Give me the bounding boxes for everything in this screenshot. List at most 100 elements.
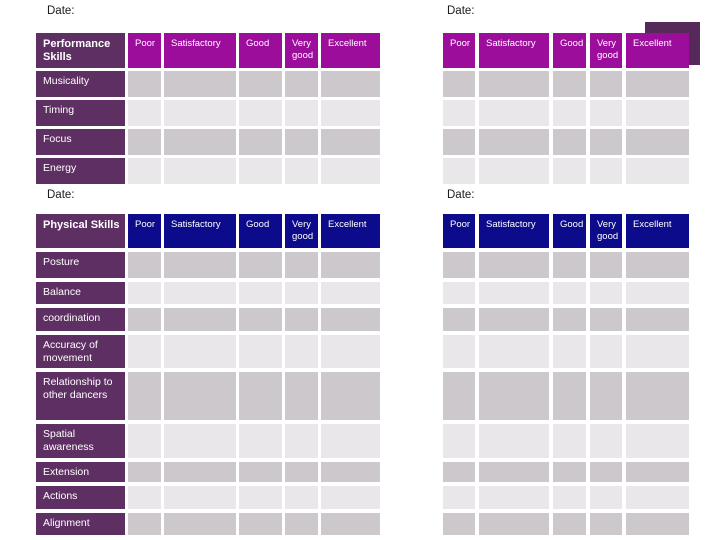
table-row [443, 282, 689, 304]
skill-label-cell: Balance [36, 282, 125, 304]
rating-header-cell: Satisfactory [479, 214, 549, 248]
grid-cell [590, 308, 622, 331]
table-row: Focus [36, 129, 380, 155]
grid-cell [321, 158, 380, 184]
grid-cell [479, 158, 549, 184]
grid-cell [443, 513, 475, 535]
table-title-cell: Physical Skills [36, 214, 125, 248]
grid-cell [239, 486, 282, 509]
date-label-bottom-left: Date: [47, 189, 75, 201]
table-row: Energy [36, 158, 380, 184]
grid-cell [321, 462, 380, 482]
grid-cell [590, 424, 622, 458]
table-row: Actions [36, 486, 380, 509]
grid-cell [164, 282, 236, 304]
grid-cell [128, 372, 161, 420]
grid-cell [590, 252, 622, 278]
rating-header-cell: Very good [285, 214, 318, 248]
skill-label-cell: Posture [36, 252, 125, 278]
grid-cell [285, 252, 318, 278]
grid-cell [285, 513, 318, 535]
grid-cell [626, 158, 689, 184]
grid-cell [321, 486, 380, 509]
grid-cell [321, 513, 380, 535]
grid-cell [285, 129, 318, 155]
rating-header-cell: Satisfactory [479, 33, 549, 68]
table-row [443, 424, 689, 458]
grid-cell [285, 486, 318, 509]
rating-header-cell: Excellent [626, 33, 689, 68]
grid-cell [239, 462, 282, 482]
grid-cell [553, 486, 586, 509]
rating-header-cell: Poor [128, 214, 161, 248]
skill-label-cell: Extension [36, 462, 125, 482]
grid-cell [590, 486, 622, 509]
skill-label-cell: Relationship to other dancers [36, 372, 125, 420]
grid-cell [239, 158, 282, 184]
table-row [443, 100, 689, 126]
table-row: Relationship to other dancers [36, 372, 380, 420]
table-row [443, 71, 689, 97]
rating-header-cell: Good [239, 33, 282, 68]
grid-cell [626, 462, 689, 482]
grid-cell [164, 129, 236, 155]
grid-cell [239, 129, 282, 155]
grid-cell [164, 335, 236, 368]
grid-cell [239, 372, 282, 420]
grid-cell [553, 513, 586, 535]
skill-label-cell: Musicality [36, 71, 125, 97]
table-row: Timing [36, 100, 380, 126]
skill-label-cell: Actions [36, 486, 125, 509]
rating-header-cell: Poor [443, 214, 475, 248]
grid-cell [553, 308, 586, 331]
grid-cell [164, 486, 236, 509]
grid-cell [128, 100, 161, 126]
grid-cell [164, 71, 236, 97]
grid-cell [321, 129, 380, 155]
grid-cell [128, 129, 161, 155]
grid-cell [590, 100, 622, 126]
grid-cell [443, 282, 475, 304]
grid-cell [285, 372, 318, 420]
grid-cell [285, 282, 318, 304]
grid-cell [443, 424, 475, 458]
skill-label-cell: Focus [36, 129, 125, 155]
grid-cell [239, 100, 282, 126]
grid-cell [164, 462, 236, 482]
grid-cell [553, 71, 586, 97]
grid-cell [321, 424, 380, 458]
grid-cell [443, 252, 475, 278]
grid-cell [553, 424, 586, 458]
grid-cell [239, 71, 282, 97]
grid-cell [479, 372, 549, 420]
grid-cell [479, 424, 549, 458]
table-row: Balance [36, 282, 380, 304]
grid-cell [285, 100, 318, 126]
table-row: Alignment [36, 513, 380, 535]
grid-cell [321, 71, 380, 97]
grid-cell [285, 424, 318, 458]
header-row: Physical Skills Poor Satisfactory Good Very … [36, 214, 380, 248]
rating-header-cell: Excellent [321, 214, 380, 248]
grid-cell [626, 308, 689, 331]
grid-cell [321, 372, 380, 420]
grid-cell [285, 158, 318, 184]
table-row: Extension [36, 462, 380, 482]
grid-cell [479, 486, 549, 509]
performance-skills-table: Performance Skills Poor Satisfactory Good Ve… [33, 30, 383, 187]
header-row: Performance Skills Poor Satisfactory Good Ve… [36, 33, 380, 68]
grid-cell [479, 308, 549, 331]
physical-skills-grid: Poor Satisfactory Good Very good Excellent [439, 210, 693, 539]
grid-cell [164, 100, 236, 126]
table-row [443, 486, 689, 509]
grid-cell [321, 308, 380, 331]
grid-cell [553, 158, 586, 184]
grid-cell [479, 462, 549, 482]
grid-cell [479, 100, 549, 126]
rating-header-cell: Good [553, 33, 586, 68]
grid-cell [479, 129, 549, 155]
grid-cell [285, 308, 318, 331]
grid-cell [321, 335, 380, 368]
table-row [443, 308, 689, 331]
grid-cell [239, 252, 282, 278]
